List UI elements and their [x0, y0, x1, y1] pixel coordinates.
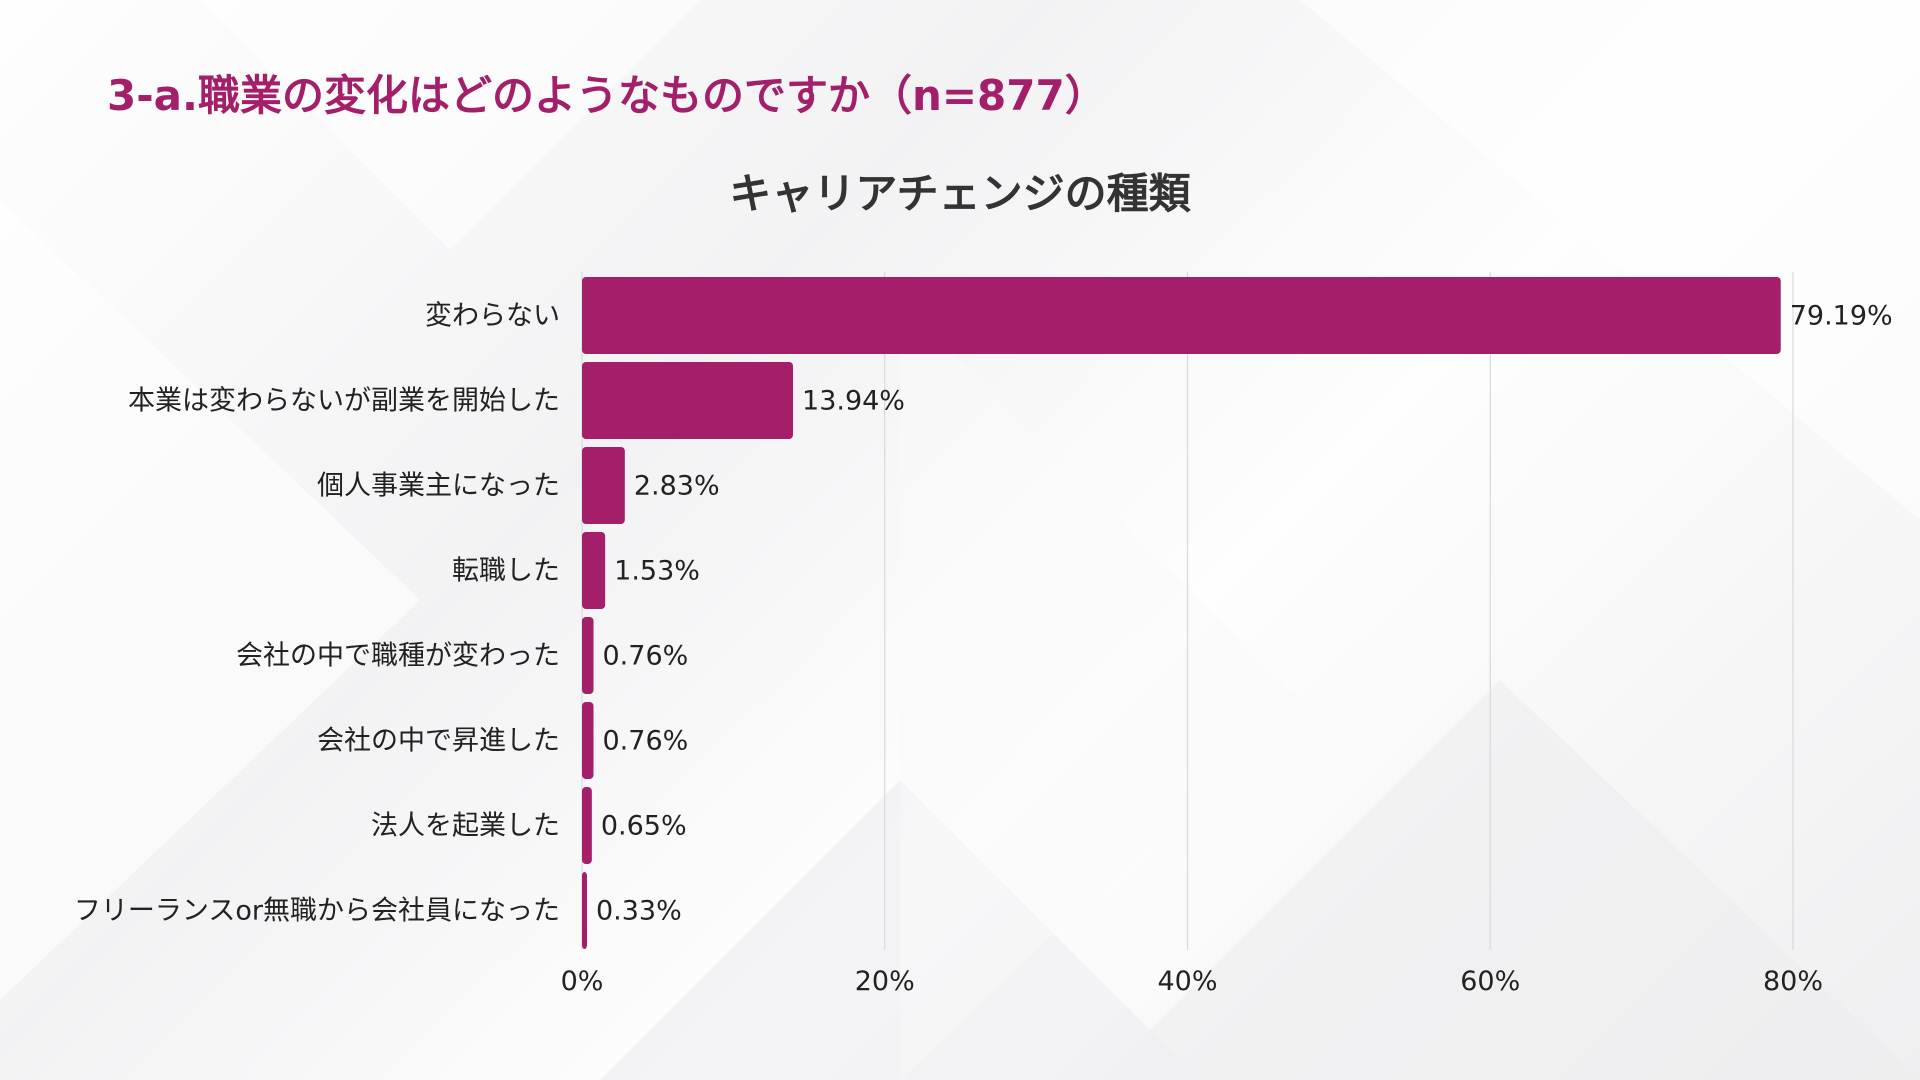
- bars: [582, 277, 1781, 949]
- bar-1: [582, 362, 794, 439]
- bar-0: [582, 277, 1781, 354]
- value-label: 2.83%: [634, 471, 720, 502]
- x-tick-label: 20%: [855, 966, 915, 997]
- labels: 0% 20% 40% 60% 80% 変わらない 79.19% 本業は変わらないが副業を開始し…: [74, 301, 1893, 998]
- value-label: 79.19%: [1790, 301, 1893, 332]
- value-label: 13.94%: [802, 386, 905, 417]
- value-label: 1.53%: [614, 556, 700, 587]
- bar-2: [582, 447, 625, 524]
- value-label: 0.33%: [596, 896, 682, 927]
- category-label: 本業は変わらないが副業を開始した: [128, 386, 560, 417]
- category-label: 変わらない: [425, 301, 560, 332]
- category-label: フリーランスor無職から会社員になった: [74, 896, 560, 927]
- x-tick-label: 60%: [1460, 966, 1520, 997]
- bar-4: [582, 617, 594, 694]
- value-label: 0.76%: [603, 641, 689, 672]
- bar-6: [582, 787, 592, 864]
- x-tick-label: 40%: [1157, 966, 1217, 997]
- bar-5: [582, 702, 594, 779]
- chart-title: キャリアチェンジの種類: [729, 169, 1191, 218]
- value-label: 0.76%: [603, 726, 689, 757]
- bar-3: [582, 532, 606, 609]
- value-label: 0.65%: [601, 811, 687, 842]
- section-title: 3-a.職業の変化はどのようなものですか（n=877）: [107, 71, 1107, 120]
- x-tick-label: 80%: [1763, 966, 1823, 997]
- category-label: 法人を起業した: [371, 811, 560, 842]
- category-label: 会社の中で職種が変わった: [236, 641, 560, 672]
- category-label: 転職した: [452, 556, 560, 587]
- category-label: 会社の中で昇進した: [317, 726, 560, 757]
- bar-7: [582, 872, 587, 949]
- x-tick-label: 0%: [561, 966, 604, 997]
- category-label: 個人事業主になった: [317, 471, 560, 502]
